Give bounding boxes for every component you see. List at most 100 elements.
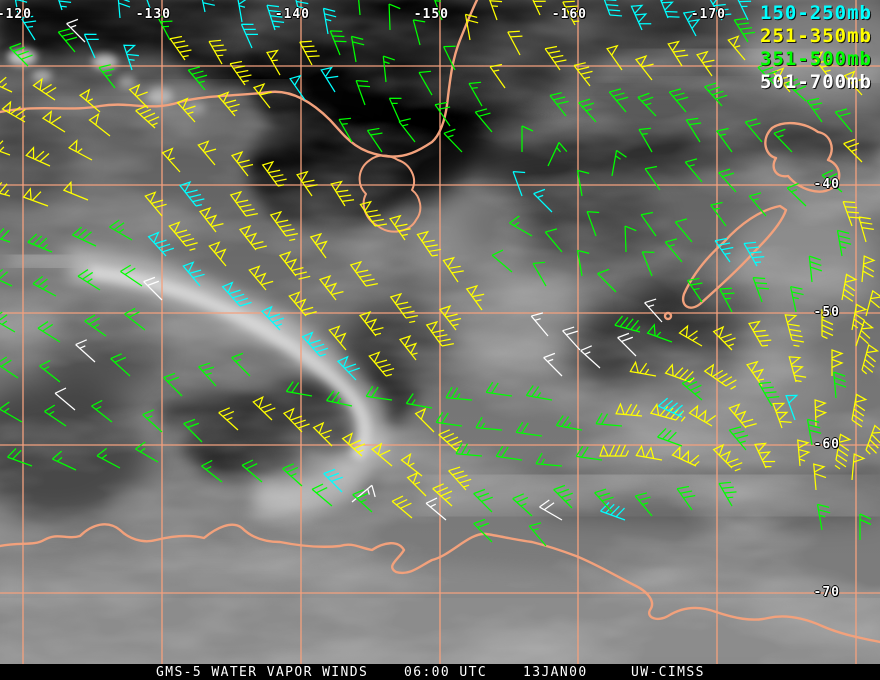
wind-barb — [473, 488, 493, 513]
wind-barb — [530, 312, 549, 337]
wind-barb — [67, 139, 93, 161]
wind-barb — [658, 397, 684, 418]
wind-barbs-layer — [0, 0, 880, 547]
wind-barb — [555, 415, 583, 431]
caption-bar: GMS-5 WATER VAPOR WINDS 06:00 UTC 13JAN0… — [0, 664, 880, 680]
longitude-label: -130 — [135, 7, 171, 22]
wind-barb — [580, 345, 601, 369]
wind-barb — [54, 387, 76, 411]
wind-barb — [328, 325, 347, 351]
wind-barb — [135, 105, 160, 129]
wind-barb — [412, 19, 426, 46]
wind-barb — [712, 325, 736, 351]
wind-barb — [521, 125, 534, 152]
wind-barb — [388, 97, 402, 123]
wind-barb — [714, 237, 734, 263]
wind-barb — [350, 35, 365, 63]
wind-barb — [197, 140, 217, 166]
wind-barb — [485, 381, 513, 397]
wind-barb — [617, 332, 637, 357]
wind-barb — [473, 518, 493, 543]
longitude-label: -120 — [0, 7, 32, 22]
wind-barb — [788, 356, 807, 383]
wind-barb — [398, 335, 418, 361]
wind-barb — [641, 251, 655, 277]
coastlines — [0, 0, 880, 644]
wind-barb — [326, 390, 353, 407]
wind-barb — [322, 7, 337, 35]
wind-barb — [229, 190, 258, 217]
wind-barb — [320, 66, 339, 93]
wind-barb — [445, 386, 473, 401]
wind-barb — [728, 426, 749, 451]
wind-barb — [611, 149, 627, 177]
wind-barb — [240, 23, 258, 49]
wind-barb — [358, 311, 384, 337]
wind-barb — [208, 39, 227, 65]
wind-barb — [573, 62, 593, 87]
wind-barb — [293, 0, 309, 17]
wind-barb — [349, 260, 378, 287]
wind-barb — [512, 493, 533, 517]
wind-barb — [859, 513, 872, 540]
legend-item: 251-350mb — [760, 25, 872, 47]
wind-barb — [784, 314, 805, 347]
wind-barb — [144, 191, 167, 217]
wind-barb — [851, 393, 868, 428]
wind-barb — [208, 241, 227, 267]
wind-barb — [443, 45, 456, 71]
wind-barb — [797, 439, 811, 467]
wind-barb — [657, 0, 680, 19]
wind-barb — [296, 170, 318, 197]
wind-barb — [858, 216, 874, 243]
longitude-label: -140 — [274, 7, 310, 22]
wind-barb — [704, 82, 728, 107]
wind-barb — [351, 484, 376, 503]
wind-barb — [414, 407, 435, 433]
wind-barb — [66, 18, 86, 43]
wind-barb — [475, 416, 503, 431]
wind-barb — [25, 146, 51, 167]
wind-barb — [442, 256, 464, 283]
wind-barb — [288, 291, 317, 317]
wind-barb — [187, 66, 208, 91]
wind-barb — [282, 407, 310, 433]
source-credit: UW-CIMSS — [631, 665, 705, 680]
wind-barb — [865, 289, 880, 317]
wind-barb — [861, 343, 880, 375]
wind-barb — [84, 314, 107, 337]
wind-barb — [549, 92, 569, 117]
wind-barb — [282, 463, 303, 487]
coastline-new-zealand-north — [764, 121, 841, 193]
wind-barb — [657, 428, 683, 447]
wind-barb — [368, 351, 395, 377]
wind-barb — [398, 118, 416, 143]
wind-barb — [438, 429, 463, 453]
wind-barb — [547, 142, 568, 167]
wind-barb — [786, 182, 807, 207]
wind-barb — [252, 83, 272, 109]
wind-barb — [312, 421, 333, 447]
wind-barb — [644, 165, 661, 191]
wind-barb — [544, 228, 563, 253]
wind-barb — [834, 433, 852, 470]
wind-barb — [39, 359, 61, 383]
wind-barb — [736, 0, 752, 21]
wind-barb — [329, 30, 347, 56]
wind-barb — [562, 0, 583, 26]
wind-barb — [464, 13, 479, 41]
wind-barb — [746, 360, 765, 387]
wind-barb — [813, 463, 827, 491]
wind-barb — [32, 275, 57, 297]
wind-barb — [389, 292, 418, 324]
valid-date: 13JAN00 — [523, 665, 588, 680]
wind-barb — [142, 409, 163, 433]
wind-barb — [416, 230, 441, 257]
wind-barb — [843, 138, 863, 163]
wind-barb — [163, 372, 183, 397]
wind-barb — [57, 28, 78, 53]
wind-barb — [123, 44, 139, 71]
wind-barb — [27, 233, 53, 253]
wind-barb — [576, 169, 590, 197]
coastline-antarctica — [0, 523, 880, 644]
